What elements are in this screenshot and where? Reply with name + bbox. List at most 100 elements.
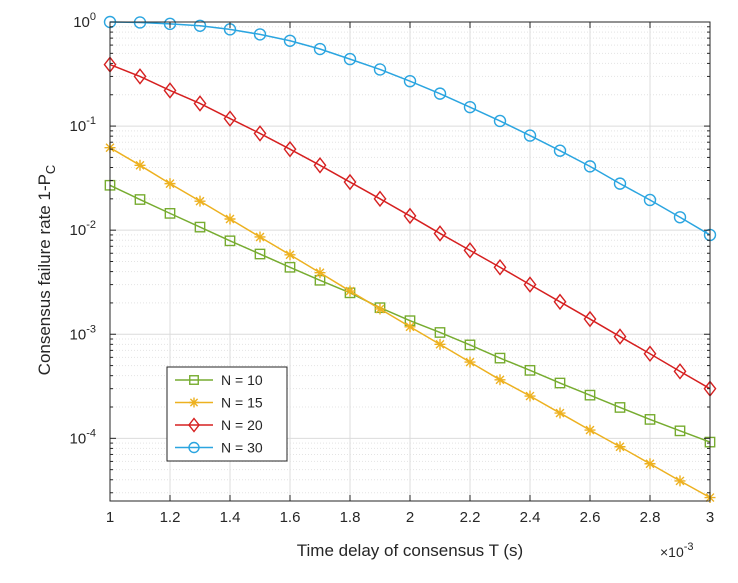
marker-diamond [583, 310, 597, 328]
grid [109, 21, 711, 501]
x-tick-label: 2.2 [460, 509, 481, 526]
marker-diamond [613, 328, 627, 345]
marker-asterisk [284, 249, 296, 261]
x-tick-label: 1.6 [280, 509, 301, 526]
y-tick-exponent: -4 [86, 427, 96, 439]
marker-square [189, 375, 199, 385]
legend-label: N = 20 [221, 417, 263, 433]
legend-item: N = 10 [175, 372, 263, 388]
legend-label: N = 30 [221, 440, 263, 456]
y-tick-label: 10-4 [70, 427, 96, 447]
y-tick-label: 100 [73, 11, 96, 31]
marker-asterisk [224, 213, 236, 225]
marker-asterisk [189, 397, 199, 408]
marker-square [194, 221, 206, 233]
marker-square [494, 352, 506, 364]
y-tick-label: 10-1 [70, 115, 96, 135]
y-tick-label: 10-2 [70, 219, 96, 239]
marker-diamond [673, 363, 687, 380]
marker-diamond [403, 207, 417, 225]
marker-asterisk [434, 338, 446, 350]
y-tick-base: 10 [70, 326, 87, 343]
marker-diamond [553, 293, 567, 311]
legend-label: N = 15 [221, 395, 263, 411]
marker-asterisk [344, 285, 356, 297]
y-tick-base: 10 [73, 14, 90, 31]
marker-circle [463, 100, 477, 114]
series-2 [104, 142, 716, 504]
y-tick-exponent: -2 [86, 219, 96, 231]
marker-circle [433, 87, 447, 100]
marker-asterisk [404, 321, 416, 333]
x-tick-label: 1.2 [160, 509, 181, 526]
marker-diamond [188, 417, 200, 433]
marker-diamond [133, 68, 147, 85]
marker-square [644, 414, 656, 425]
marker-diamond [283, 140, 297, 158]
series-4 [103, 15, 717, 242]
y-axis-label-main: Consensus failure rate 1-P [35, 174, 54, 375]
marker-circle [193, 19, 207, 32]
marker-diamond [523, 276, 537, 293]
marker-asterisk [554, 407, 566, 419]
legend-item: N = 15 [175, 395, 263, 411]
marker-asterisk [674, 475, 686, 487]
marker-asterisk [584, 424, 596, 436]
marker-diamond [433, 225, 447, 242]
marker-asterisk [134, 159, 146, 171]
marker-circle [188, 441, 200, 454]
marker-circle [523, 129, 537, 142]
marker-square [464, 339, 476, 351]
marker-circle [493, 114, 507, 128]
marker-asterisk [194, 195, 206, 207]
marker-square [614, 402, 626, 413]
y-tick-exponent: 0 [90, 11, 96, 23]
marker-asterisk [164, 178, 176, 190]
x-tick-label: 1.8 [340, 509, 361, 526]
marker-square [134, 194, 146, 205]
x-tick-label: 2.8 [640, 509, 661, 526]
marker-circle [613, 177, 627, 190]
marker-circle [643, 193, 657, 207]
series-3 [103, 56, 717, 397]
x-tick-labels: 1 1.2 1.4 1.6 1.8 2 2.2 2.4 2.6 2.8 3 [106, 509, 714, 526]
marker-asterisk [314, 267, 326, 279]
marker-square [554, 377, 566, 389]
marker-diamond [253, 125, 267, 142]
x-tick-label: 1 [106, 509, 114, 526]
marker-circle [553, 144, 567, 157]
y-tick-base: 10 [70, 118, 87, 135]
y-tick-base: 10 [70, 430, 87, 447]
series-line [109, 21, 711, 236]
x-tick-label: 1.4 [220, 509, 241, 526]
legend-item: N = 20 [175, 417, 263, 433]
marker-diamond [193, 95, 207, 112]
x-multiplier-exponent: -3 [684, 541, 694, 553]
marker-square [524, 364, 536, 376]
marker-circle [253, 28, 267, 41]
x-tick-label: 3 [706, 509, 714, 526]
marker-square [434, 327, 446, 338]
marker-circle [163, 17, 177, 31]
marker-circle [343, 52, 357, 66]
marker-asterisk [374, 303, 386, 315]
marker-square [284, 261, 296, 273]
legend: N = 10 N = 15 N = 20 N = 30 [166, 366, 288, 462]
marker-square [254, 248, 266, 260]
x-multiplier-base: ×10 [660, 544, 684, 560]
marker-circle [313, 42, 327, 56]
legend-box [166, 366, 288, 462]
x-axis-label: Time delay of consensus T (s) [297, 541, 523, 560]
marker-circle [673, 211, 687, 224]
marker-circle [403, 74, 417, 88]
marker-diamond [313, 157, 327, 174]
marker-diamond [463, 242, 477, 259]
marker-square [164, 207, 176, 219]
marker-circle [583, 160, 597, 173]
y-axis-label: Consensus failure rate 1-PC [35, 165, 58, 376]
series-layer [103, 15, 717, 504]
y-tick-exponent: -1 [86, 115, 96, 127]
marker-diamond [163, 82, 177, 99]
